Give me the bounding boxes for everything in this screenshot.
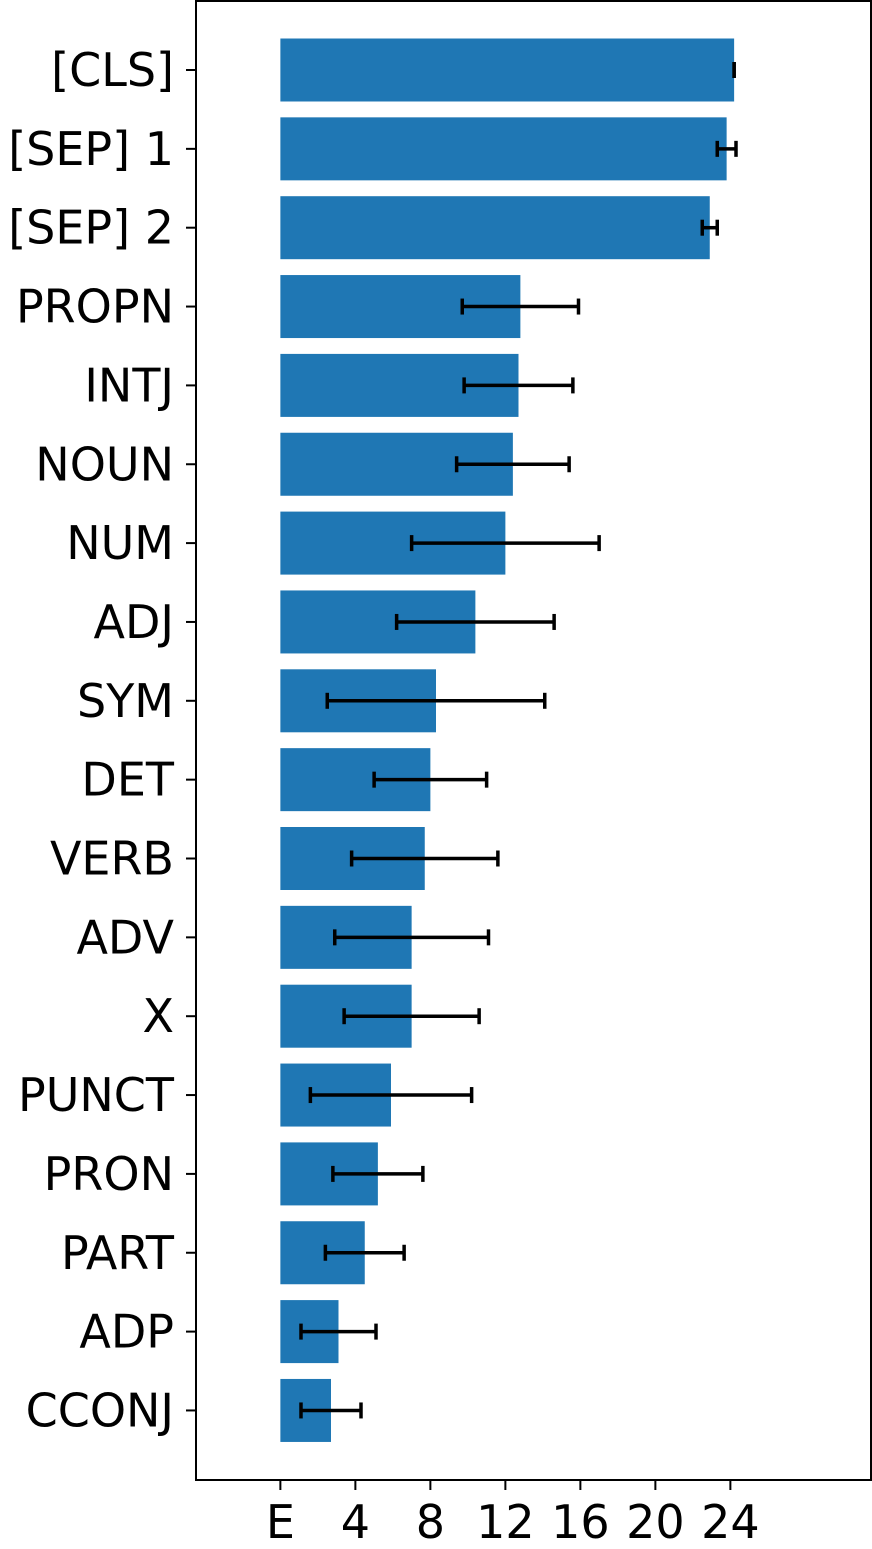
bars-layer [280,38,735,1442]
y-tick-label: [SEP] 2 [8,201,174,255]
x-tick-label: 8 [416,1495,445,1549]
error-bar [462,377,575,394]
x-axis: E 4 8 12 16 20 24 [266,1480,760,1549]
y-tick-label: VERB [50,832,174,886]
x-tick-label: 24 [701,1495,760,1549]
error-bar [409,535,601,552]
x-tick-label: 16 [551,1495,610,1549]
error-bar [331,1165,425,1182]
y-tick-label: DET [81,753,174,807]
error-bar [299,1323,378,1340]
y-tick-label: ADV [76,910,174,964]
error-bar [372,771,489,788]
error-bar [394,613,556,630]
x-tick-label: 20 [626,1495,685,1549]
error-bar [715,140,738,157]
y-tick-label: SYM [77,674,174,728]
y-tick-label: PUNCT [18,1068,175,1122]
error-bar [700,219,719,236]
y-tick-label: PRON [44,1147,174,1201]
y-tick-label: PART [61,1226,175,1280]
x-tick-label: 4 [341,1495,370,1549]
error-bar [323,1244,406,1261]
error-bar [342,1008,481,1025]
x-tick-label: E [266,1495,295,1549]
y-tick-label: NOUN [35,437,174,491]
bar [280,117,727,181]
errorbars-layer [299,62,738,1419]
y-tick-label: ADP [79,1305,174,1359]
bar [280,196,710,260]
y-tick-label: [CLS] [51,43,174,97]
y-axis: [CLS] [SEP] 1 [SEP] 2 PROPN INTJ NOUN NUM ADJ SY… [8,43,196,1437]
error-bar [299,1402,363,1419]
y-tick-label: X [142,989,174,1043]
y-tick-label: PROPN [16,280,174,334]
error-bar [460,298,581,315]
error-bar [333,929,491,946]
y-tick-label: NUM [66,516,174,570]
y-tick-label: INTJ [84,358,174,412]
error-bar [454,456,571,473]
bar [280,38,735,102]
y-tick-label: [SEP] 1 [8,122,174,176]
error-bar [325,692,547,709]
plot-frame [195,0,872,1481]
error-bar [349,850,500,867]
y-tick-label: CCONJ [26,1383,174,1437]
y-tick-label: ADJ [94,595,174,649]
error-bar [308,1087,474,1104]
x-tick-label: 12 [476,1495,535,1549]
